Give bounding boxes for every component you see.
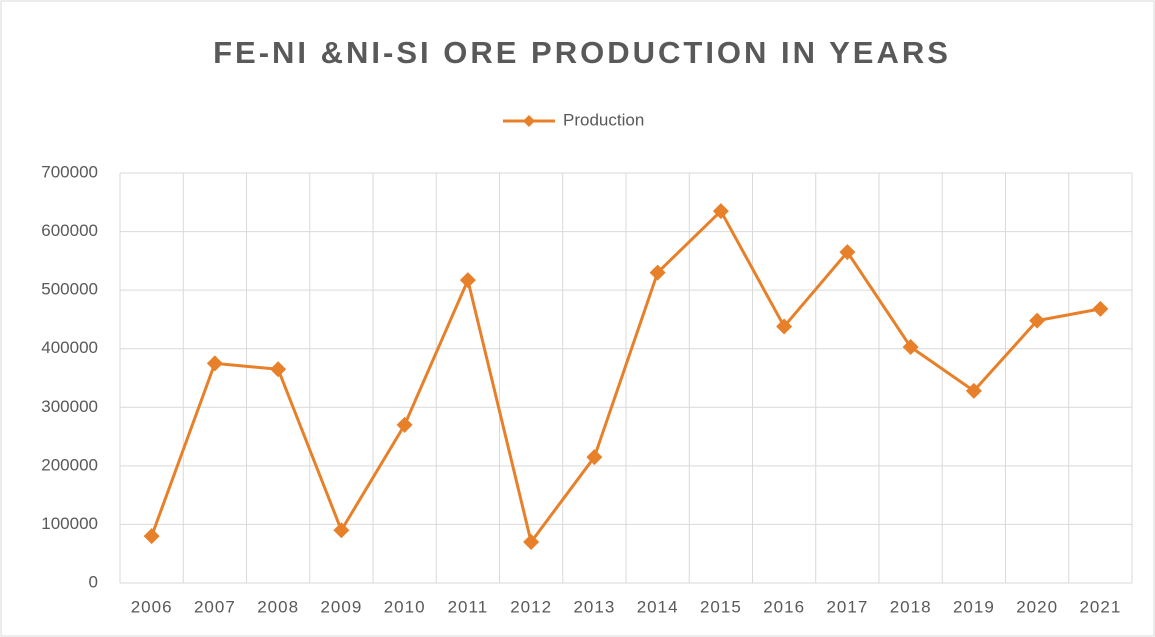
data-point: [396, 416, 413, 433]
data-point: [839, 244, 856, 261]
y-tick-label: 400000: [41, 338, 98, 357]
x-tick-label: 2020: [1016, 597, 1058, 616]
data-point: [712, 203, 729, 220]
legend-label: Production: [563, 110, 644, 129]
y-tick-label: 200000: [41, 455, 98, 474]
x-tick-label: 2014: [637, 597, 679, 616]
y-tick-label: 0: [89, 572, 98, 591]
x-tick-label: 2017: [826, 597, 868, 616]
data-point: [270, 361, 287, 378]
data-point: [459, 272, 476, 289]
y-tick-label: 100000: [41, 514, 98, 533]
data-point: [523, 534, 540, 550]
data-point: [333, 522, 350, 539]
x-tick-label: 2007: [194, 597, 236, 616]
y-tick-label: 500000: [41, 280, 98, 299]
x-tick-label: 2008: [257, 597, 299, 616]
x-tick-label: 2009: [320, 597, 362, 616]
legend-marker: [523, 115, 535, 127]
y-tick-label: 700000: [41, 162, 98, 181]
data-point: [965, 382, 982, 399]
data-point: [902, 338, 919, 355]
data-point: [143, 528, 160, 545]
x-tick-label: 2006: [131, 597, 173, 616]
data-point: [1029, 312, 1046, 329]
x-tick-label: 2018: [890, 597, 932, 616]
x-tick-label: 2013: [573, 597, 615, 616]
y-tick-label: 300000: [41, 397, 98, 416]
x-tick-label: 2011: [448, 597, 489, 616]
x-tick-label: 2015: [700, 597, 742, 616]
data-line: [150, 209, 1101, 544]
data-point: [1092, 300, 1109, 317]
x-tick-label: 2019: [953, 597, 995, 616]
x-tick-label: 2016: [763, 597, 805, 616]
data-point: [586, 449, 603, 466]
x-tick-label: 2012: [510, 597, 552, 616]
data-point: [206, 355, 223, 372]
chart-title: FE-NI &NI-SI ORE PRODUCTION IN YEARS: [213, 35, 951, 70]
x-tick-label: 2010: [384, 597, 426, 616]
x-tick-label: 2021: [1079, 597, 1121, 616]
data-point: [776, 318, 793, 335]
y-tick-label: 600000: [41, 221, 98, 240]
data-point: [649, 264, 666, 281]
